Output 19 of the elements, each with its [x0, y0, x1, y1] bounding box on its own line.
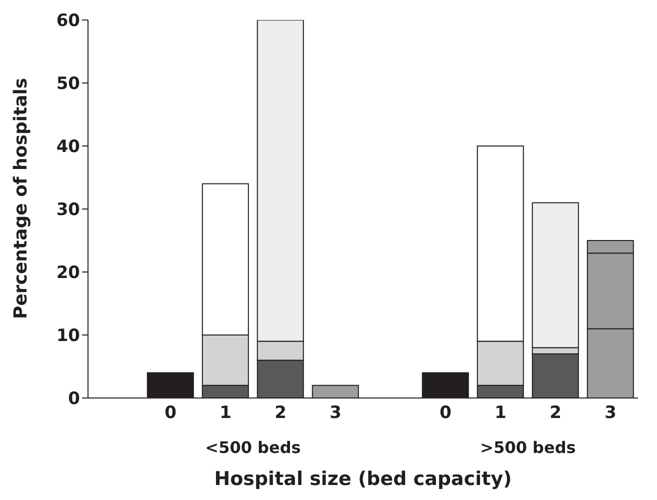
x-axis-title: Hospital size (bed capacity) [213, 468, 513, 490]
x-tick-label: 2 [550, 403, 562, 424]
x-tick-label: 0 [164, 403, 177, 424]
x-tick-label: 2 [274, 403, 286, 424]
y-tick-label: 10 [56, 326, 80, 346]
text: <500 beds [204, 438, 302, 457]
x-tick-label: 1 [494, 403, 506, 424]
y-tick-label: 50 [56, 74, 80, 94]
text: >500 beds [479, 438, 577, 457]
x-tick-label: 1 [220, 403, 232, 424]
y-axis-title: Percentage of hospitals [10, 78, 32, 319]
y-tick-label: 0 [68, 389, 80, 410]
x-tick-label: 0 [440, 403, 452, 424]
x-tick-label: 3 [330, 403, 342, 424]
y-tick-label: 20 [56, 263, 80, 284]
y-tick-label: 40 [56, 137, 80, 158]
x-tick-label: 3 [604, 403, 616, 424]
y-tick-label: 30 [56, 200, 80, 220]
y-tick-label: 60 [56, 11, 80, 32]
